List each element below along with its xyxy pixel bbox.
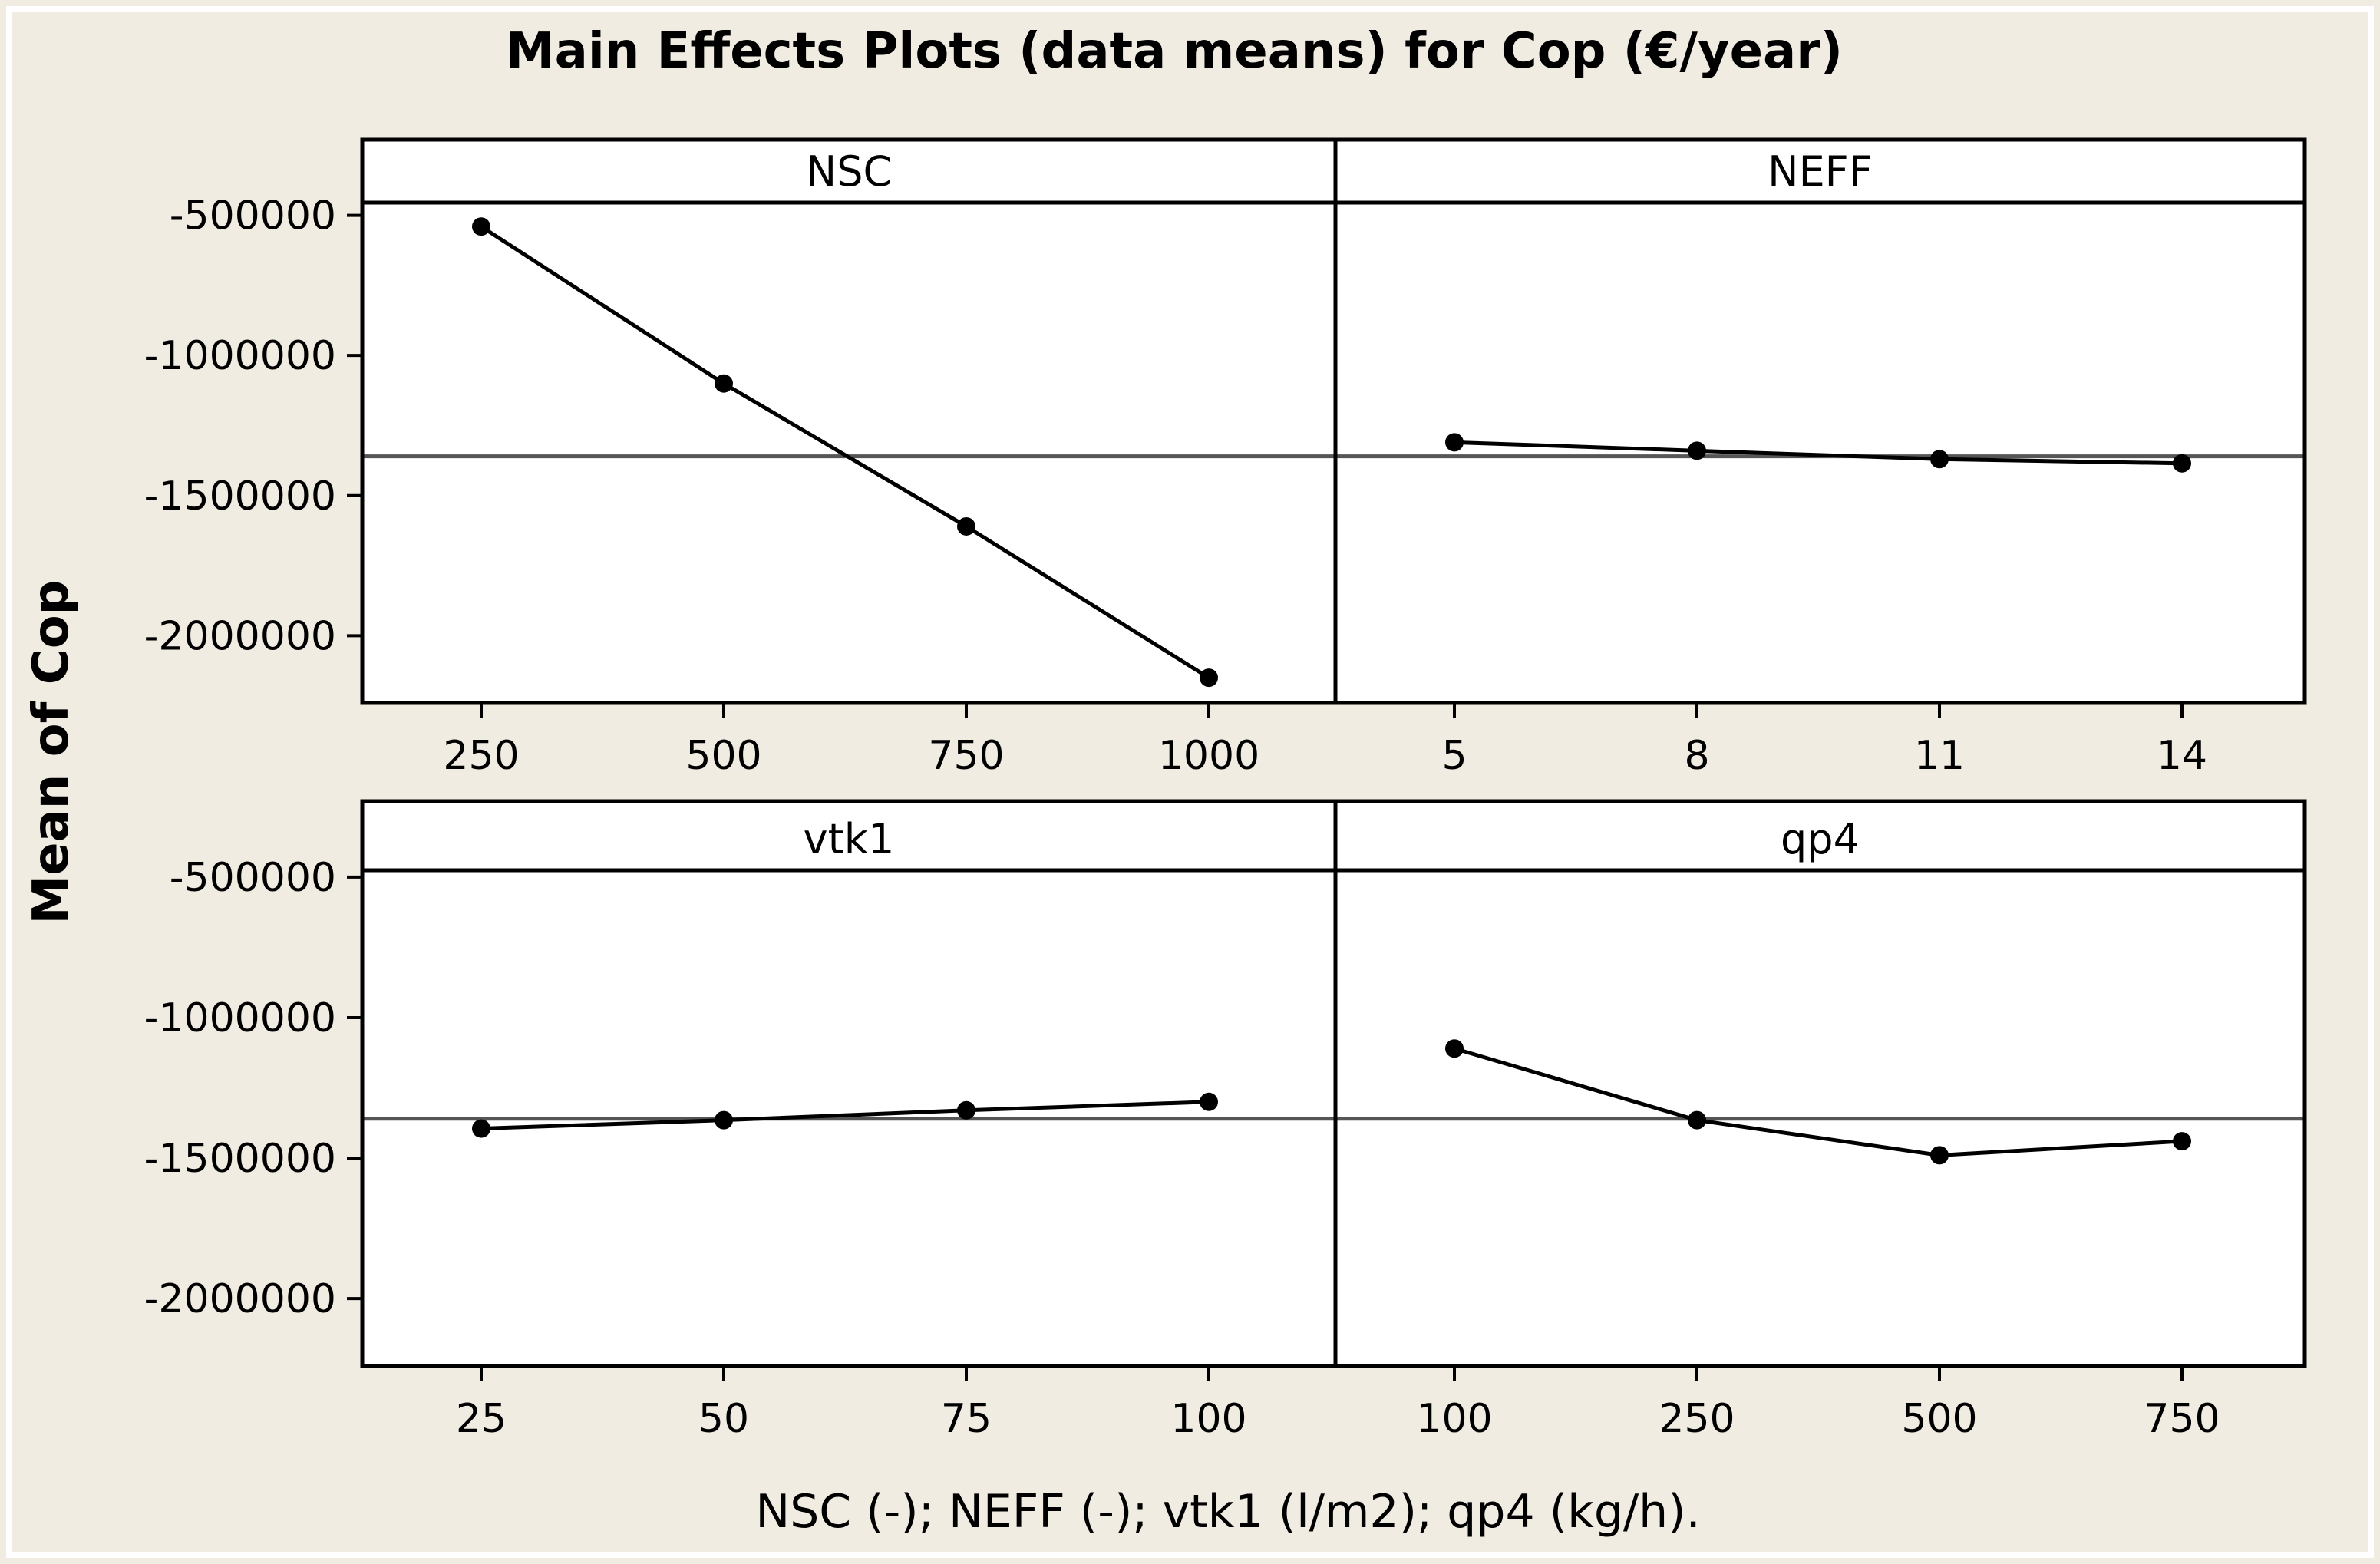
panel-frame [1333, 137, 2307, 705]
x-axis-label: NSC (-); NEFF (-); vtk1 (l/m2); qp4 (kg/… [755, 1485, 1700, 1539]
data-point [1445, 1039, 1464, 1058]
x-tick-label: 500 [1901, 1396, 1977, 1442]
data-point [2173, 454, 2191, 473]
data-point [957, 1100, 975, 1120]
panel-strip-label: vtk1 [804, 815, 895, 863]
y-tick-label: -500000 [170, 193, 336, 239]
data-point [1688, 441, 1706, 460]
y-tick-label: -500000 [170, 855, 336, 901]
data-point [1200, 668, 1218, 688]
x-tick-label: 5 [1441, 733, 1467, 779]
panel-strip-label: qp4 [1781, 815, 1860, 863]
x-tick-label: 75 [941, 1396, 992, 1442]
x-tick-label: 1000 [1158, 733, 1259, 779]
y-tick-label: -1500000 [144, 473, 336, 520]
y-tick-label: -1500000 [144, 1136, 336, 1182]
y-tick-label: -1000000 [144, 995, 336, 1041]
data-point [1930, 450, 1949, 469]
x-tick-label: 14 [2157, 733, 2207, 779]
data-point [1200, 1092, 1218, 1111]
x-tick-label: 750 [2144, 1396, 2220, 1442]
panel-vtk1: vtk1 25 50 75 100 -500000 -1000000 -1500000 -200… [144, 799, 1338, 1442]
y-tick-label: -1000000 [144, 333, 336, 379]
x-tick-label: 250 [443, 733, 519, 779]
y-tick-label: -2000000 [144, 1276, 336, 1322]
panel-frame [1333, 799, 2307, 1368]
panel-strip-label: NSC [806, 147, 892, 196]
chart-outer-border [6, 6, 2374, 1558]
x-tick-label: 50 [698, 1396, 749, 1442]
y-tick-label: -2000000 [144, 613, 336, 659]
data-point [1445, 433, 1464, 452]
x-tick-label: 11 [1914, 733, 1965, 779]
series-line-nsc [480, 225, 1210, 680]
data-point [715, 374, 733, 393]
x-tick-label: 750 [928, 733, 1004, 779]
data-point [957, 516, 975, 536]
panel-background [1335, 801, 2305, 1366]
data-point [472, 217, 490, 236]
panel-background [362, 140, 1335, 703]
x-tick-label: 8 [1684, 733, 1709, 779]
panel-qp4: qp4 100 250 500 750 [1333, 799, 2307, 1442]
x-tick-label: 500 [685, 733, 761, 779]
panel-neff: NEFF 5 8 11 14 [1333, 137, 2307, 779]
series-line-neff [1454, 440, 2183, 466]
panel-background [362, 801, 1335, 1366]
x-tick-label: 100 [1170, 1396, 1246, 1442]
panel-background [1335, 140, 2305, 703]
x-tick-label: 25 [456, 1396, 507, 1442]
y-axis-label: Mean of Cop [23, 580, 80, 925]
data-point [715, 1110, 733, 1130]
x-tick-label: 250 [1659, 1396, 1735, 1442]
chart-title: Main Effects Plots (data means) for Cop … [506, 23, 1843, 80]
x-tick-label: 100 [1416, 1396, 1492, 1442]
panel-nsc: NSC 250 500 750 1000 -500000 -1000000 -1500000 -… [144, 137, 1338, 779]
data-point [2173, 1132, 2191, 1151]
data-point [472, 1119, 490, 1138]
series-line-vtk1 [480, 1100, 1210, 1131]
data-point [1930, 1146, 1949, 1165]
panels-layer: NSC 250 500 750 1000 -500000 -1000000 -1500000 -… [144, 137, 2307, 1442]
panel-strip-label: NEFF [1768, 147, 1873, 196]
series-line-qp4 [1454, 1046, 2183, 1157]
data-point [1688, 1110, 1706, 1130]
